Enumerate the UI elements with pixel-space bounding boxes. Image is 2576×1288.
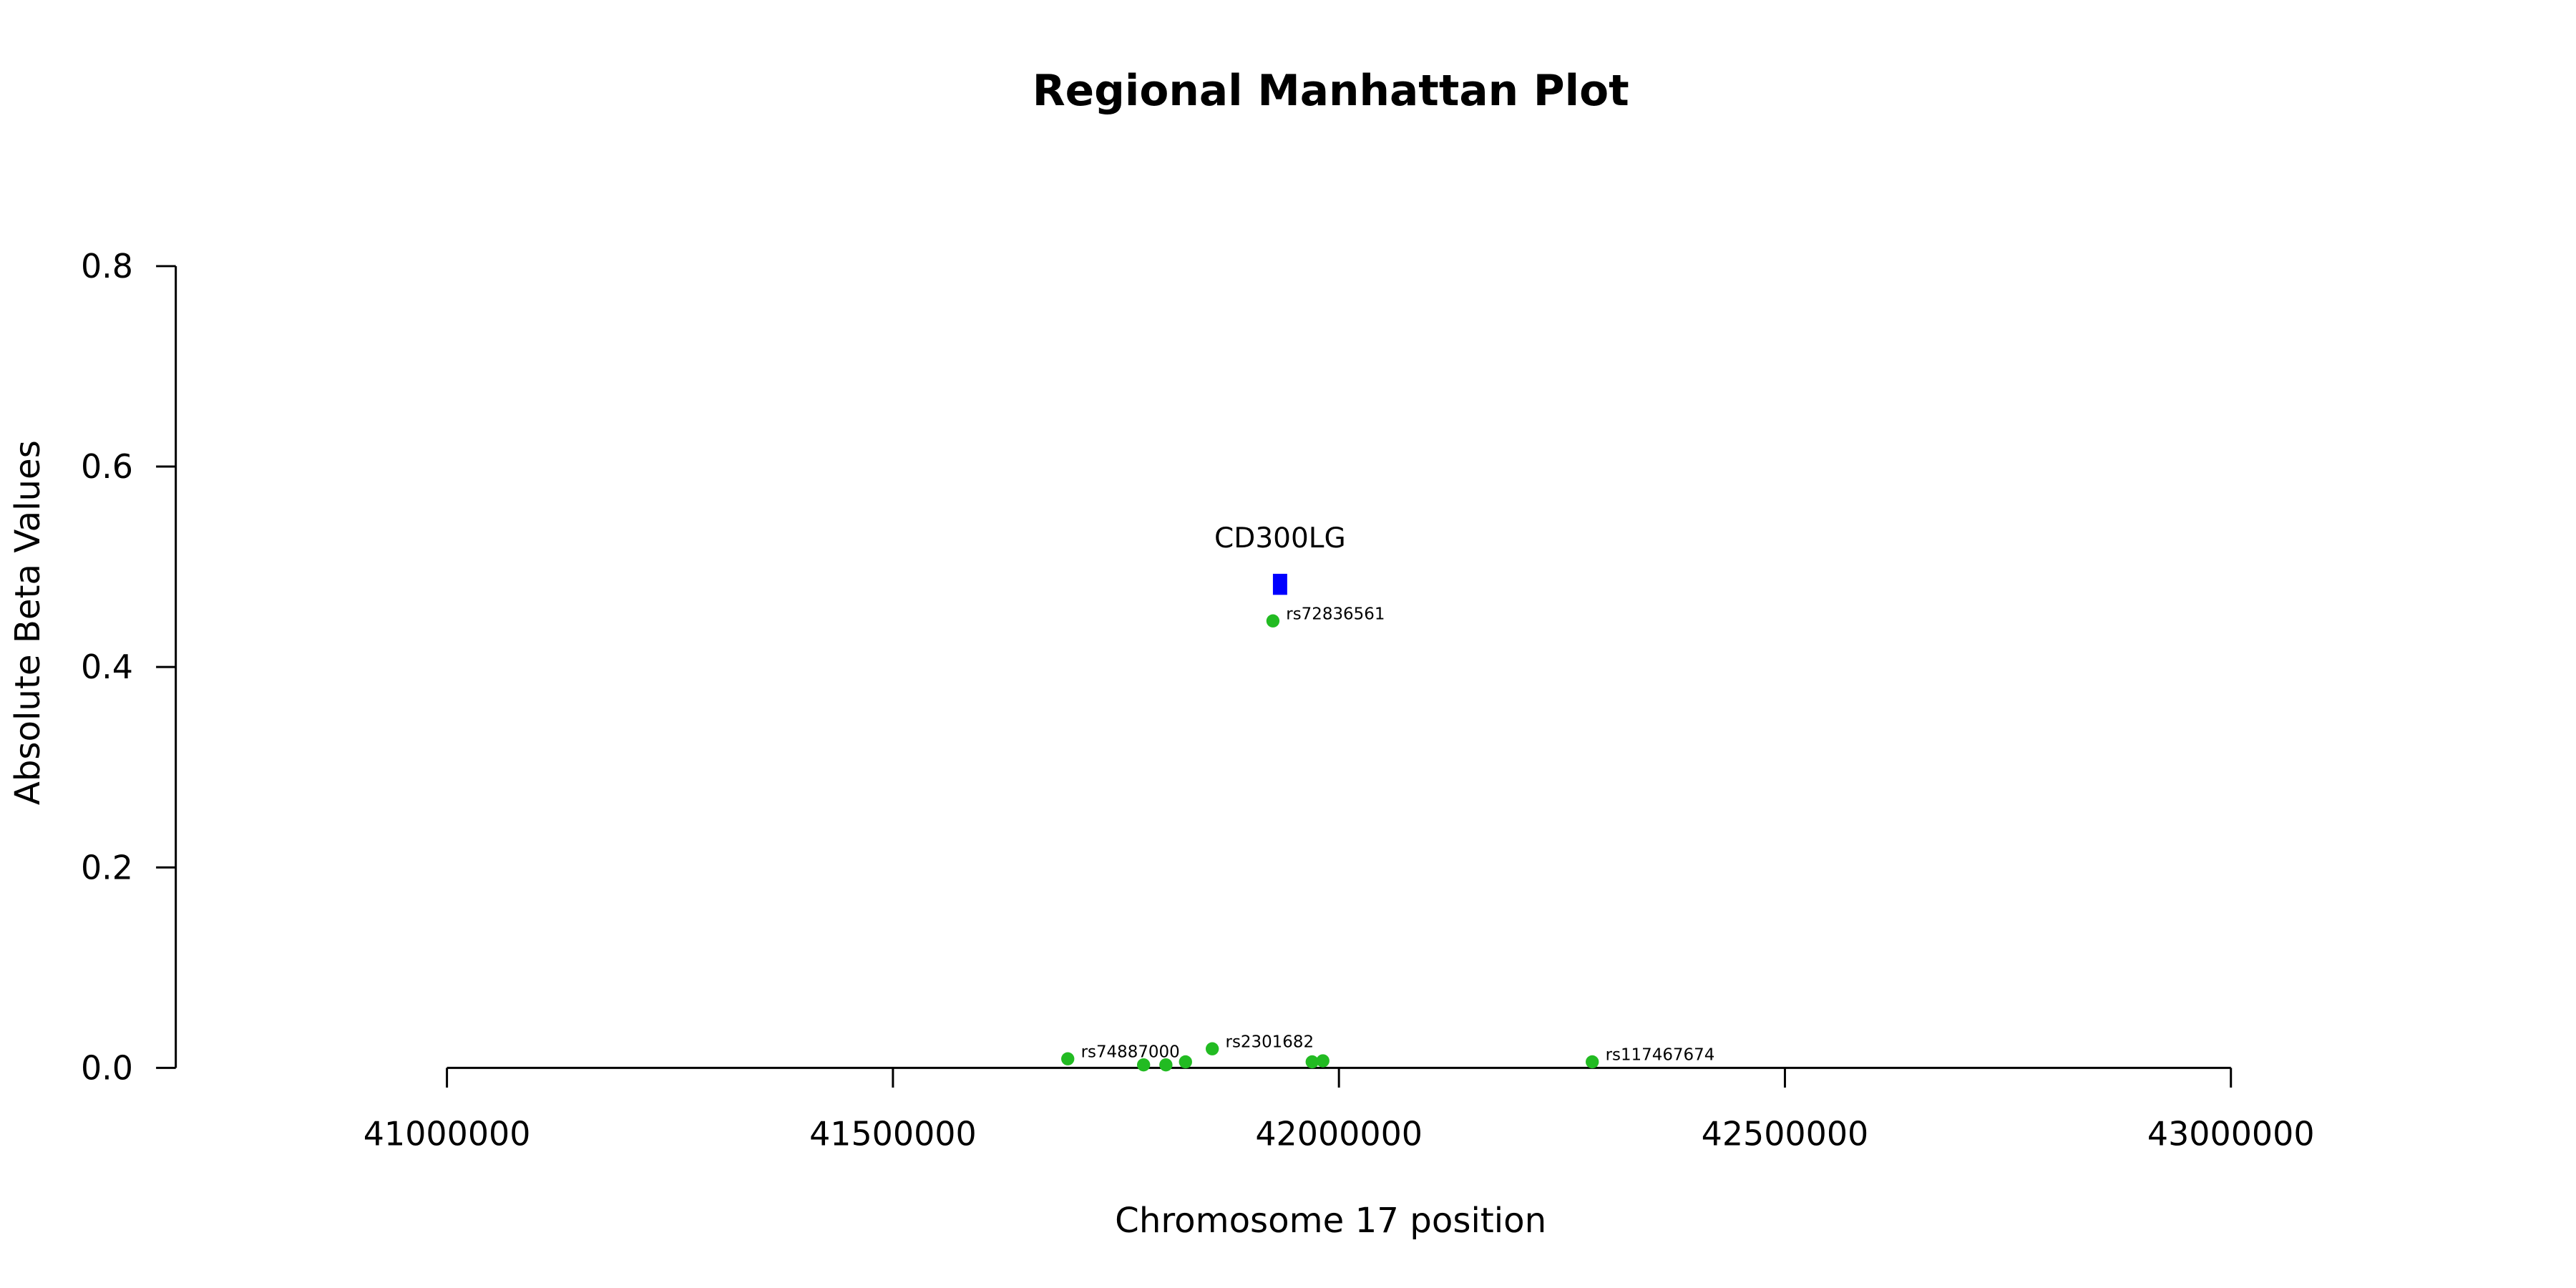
x-tick-label: 41000000 <box>364 1114 531 1153</box>
point <box>1266 614 1280 628</box>
y-tick-label: 0.2 <box>81 848 133 887</box>
x-tick-label: 43000000 <box>2147 1114 2315 1153</box>
y-tick-label: 0.4 <box>81 648 133 686</box>
y-axis-label: Absolute Beta Values <box>8 440 48 805</box>
point <box>1179 1055 1192 1069</box>
chart-title: Regional Manhattan Plot <box>1033 67 1629 116</box>
point <box>1136 1058 1151 1072</box>
point <box>1316 1054 1330 1068</box>
gene-label: CD300LG <box>1214 522 1346 555</box>
point-label: rs74887000 <box>1081 1043 1180 1061</box>
y-tick-label: 0.8 <box>81 247 133 286</box>
x-tick-label: 42500000 <box>1702 1114 1869 1153</box>
gene-box <box>1272 573 1287 595</box>
point-label: rs117467674 <box>1606 1046 1715 1065</box>
point <box>1205 1042 1219 1055</box>
point <box>1586 1055 1599 1069</box>
point <box>1305 1055 1319 1069</box>
y-tick-label: 0.0 <box>81 1048 133 1087</box>
point-label: rs72836561 <box>1286 605 1385 623</box>
y-tick-label: 0.6 <box>81 447 133 486</box>
point <box>1061 1052 1075 1065</box>
x-tick-label: 41500000 <box>809 1114 977 1153</box>
x-axis-label: Chromosome 17 position <box>1115 1201 1546 1241</box>
x-tick-label: 42000000 <box>1255 1114 1423 1153</box>
point-label: rs2301682 <box>1226 1033 1314 1051</box>
point <box>1159 1058 1173 1072</box>
